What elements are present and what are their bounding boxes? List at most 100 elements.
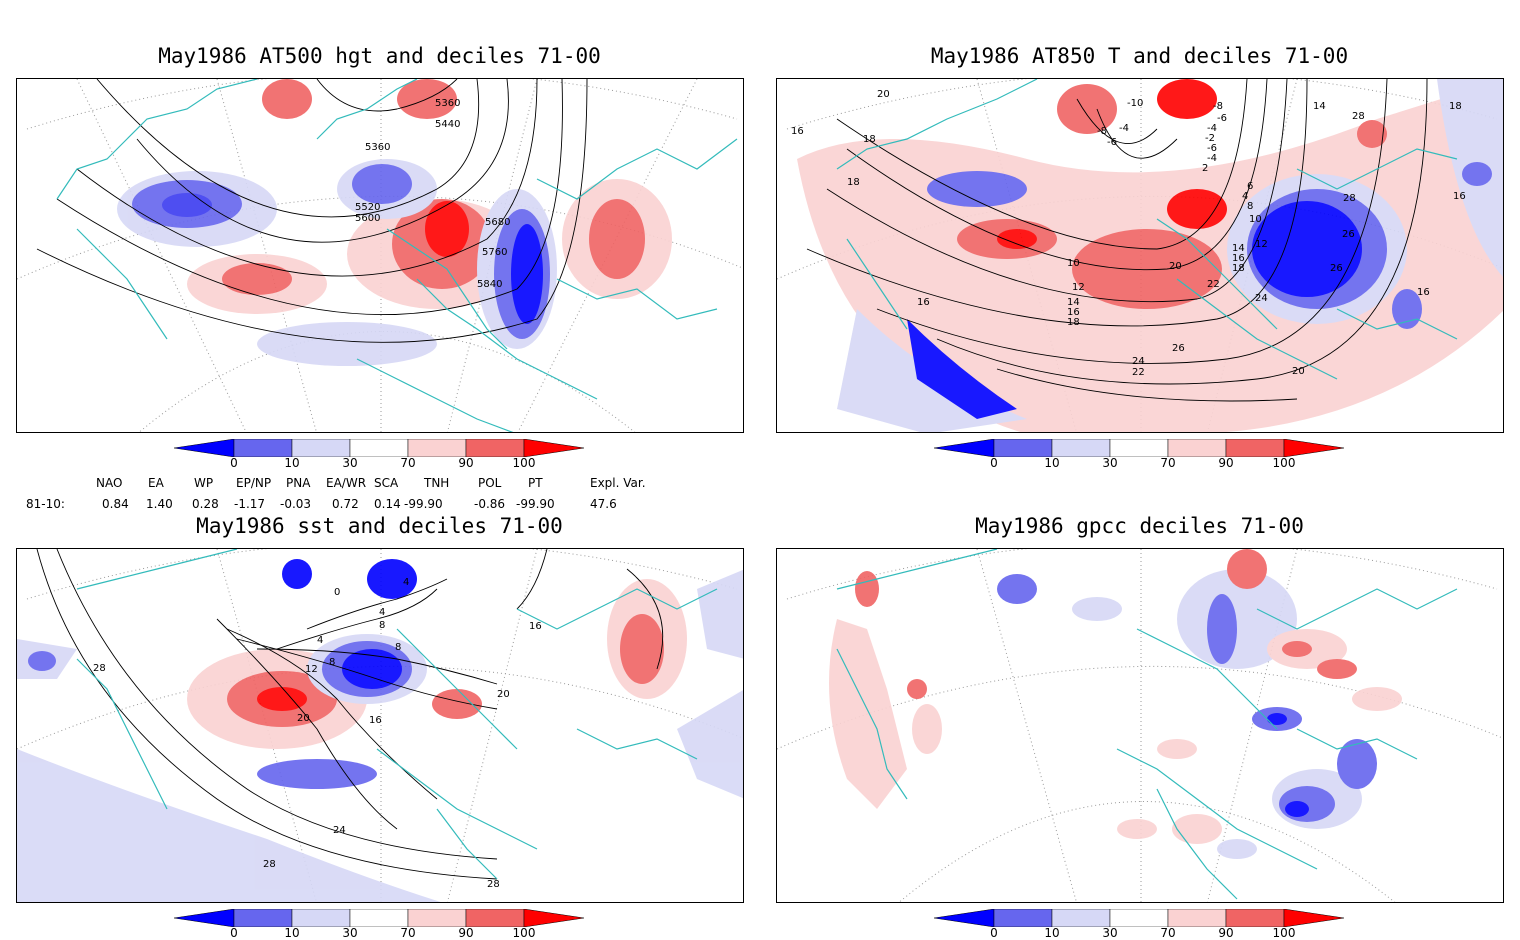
contour-label: 16 [791, 126, 804, 137]
contour-label: 4 [317, 635, 323, 646]
index-row-label: 81-10: [26, 497, 65, 511]
contour-label: 5440 [435, 119, 460, 130]
colorbar-label: 100 [512, 456, 536, 470]
contour-label: 20 [297, 713, 310, 724]
colorbar-label: 0 [990, 926, 998, 940]
index-value: 0.28 [192, 497, 219, 511]
contour-label: 28 [263, 859, 276, 870]
contour-label: 5600 [355, 213, 380, 224]
colorbar-label: 70 [1160, 926, 1176, 940]
contour-labels: 28 0 4 8 12 8 16 20 20 24 28 28 4 8 16 4 [93, 577, 542, 890]
contour-label: 16 [529, 621, 542, 632]
index-header: PNA [286, 476, 311, 490]
colorbar-label: 90 [1218, 926, 1234, 940]
colorbar-label: 90 [458, 926, 474, 940]
contour-label: 12 [305, 664, 318, 675]
contour-label: 28 [1343, 193, 1356, 204]
index-header: PT [528, 476, 543, 490]
contour-label: 28 [93, 663, 106, 674]
contour-label: 18 [1449, 101, 1462, 112]
contour-label: 16 [1417, 287, 1430, 298]
colorbar-top-right [933, 438, 1346, 458]
contour-label: 16 [1232, 253, 1245, 264]
index-value: -99.90 [516, 497, 555, 511]
map-hgt500-canvas: 5360 5360 5440 5520 5600 5680 5760 5840 [17, 79, 743, 432]
index-header: EP/NP [236, 476, 272, 490]
colorbar-label: 100 [1272, 926, 1296, 940]
contour-label: 18 [863, 134, 876, 145]
colorbar-top-right-svg [933, 438, 1345, 458]
contour-label: 20 [1292, 366, 1305, 377]
index-value: -1.17 [234, 497, 266, 511]
index-header: NAO [96, 476, 123, 490]
colorbar-label: 30 [1102, 926, 1118, 940]
contour-label: 26 [1172, 343, 1185, 354]
contour-label: 4 [1242, 191, 1248, 202]
colorbar-label: 0 [230, 456, 238, 470]
coastlines [836, 549, 1458, 900]
colorbar-bottom-right [933, 908, 1346, 928]
index-value: -99.90 [404, 497, 443, 511]
colorbar-label: 90 [458, 456, 474, 470]
index-header: POL [478, 476, 502, 490]
index-header: SCA [374, 476, 399, 490]
contour-label: -8 [1213, 101, 1223, 112]
colorbar-top-left-svg [173, 438, 585, 458]
colorbar-label: 30 [342, 926, 358, 940]
contour-label: -4 [1119, 123, 1129, 134]
contour-label: 4 [403, 577, 409, 588]
contour-label: -8 [1097, 126, 1107, 137]
contour-label: 14 [1232, 243, 1245, 254]
deciles-shading [17, 559, 743, 902]
contour-label: 5360 [435, 98, 460, 109]
deciles-shading [117, 79, 672, 366]
coastlines [836, 79, 1458, 380]
contour-label: 26 [1342, 229, 1355, 240]
contour-labels: 20 16 18 18 -10 -8 -6 -4 -2 14 28 28 26 … [791, 89, 1466, 378]
index-value: 47.6 [590, 497, 617, 511]
contour-label: 12 [1072, 282, 1085, 293]
colorbar-label: 30 [342, 456, 358, 470]
contour-label: 20 [877, 89, 890, 100]
index-value: 1.40 [146, 497, 173, 511]
deciles-shading [797, 79, 1503, 432]
grid-lines [777, 549, 1503, 902]
colorbar-label: 0 [230, 926, 238, 940]
contour-label: -4 [1207, 153, 1217, 164]
map-sst: 28 0 4 8 12 8 16 20 20 24 28 28 4 8 16 4 [16, 548, 744, 903]
colorbar-label: 10 [1044, 926, 1060, 940]
contour-label: 8 [329, 657, 335, 668]
index-value: 0.72 [332, 497, 359, 511]
colorbar-label: 10 [1044, 456, 1060, 470]
map-hgt500: 5360 5360 5440 5520 5600 5680 5760 5840 [16, 78, 744, 433]
contour-label: 8 [1247, 201, 1253, 212]
contour-label: -10 [1127, 98, 1143, 109]
contour-label: 14 [1313, 101, 1326, 112]
index-value: -0.03 [280, 497, 312, 511]
contour-label: 14 [1067, 297, 1080, 308]
panel-title-gpcc: May1986 gpcc deciles 71-00 [975, 514, 1304, 538]
colorbar-label: 100 [512, 926, 536, 940]
index-header: EA/WR [326, 476, 367, 490]
contour-label: 28 [1352, 111, 1365, 122]
contour-label: 12 [1255, 239, 1268, 250]
coastlines [76, 549, 718, 880]
contour-label: 20 [497, 689, 510, 700]
panel-title-sst: May1986 sst and deciles 71-00 [196, 514, 563, 538]
contour-label: -4 [1207, 123, 1217, 134]
contour-label: 5680 [485, 217, 510, 228]
contour-label: 5840 [477, 279, 502, 290]
colorbar-label: 100 [1272, 456, 1296, 470]
contour-label: 28 [487, 879, 500, 890]
contour-label: 5360 [365, 142, 390, 153]
contour-label: 22 [1207, 279, 1220, 290]
panel-title-hgt500: May1986 AT500 hgt and deciles 71-00 [158, 44, 601, 68]
index-value-row: 81-10: 0.84 1.40 0.28 -1.17 -0.03 0.72 0… [0, 497, 760, 513]
contour-label: -6 [1207, 143, 1217, 154]
colorbar-bottom-right-svg [933, 908, 1345, 928]
index-header: TNH [424, 476, 450, 490]
contour-label: -2 [1205, 133, 1215, 144]
colorbar-label: 10 [284, 456, 300, 470]
contour-label: 2 [1202, 163, 1208, 174]
colorbar-label: 70 [400, 926, 416, 940]
